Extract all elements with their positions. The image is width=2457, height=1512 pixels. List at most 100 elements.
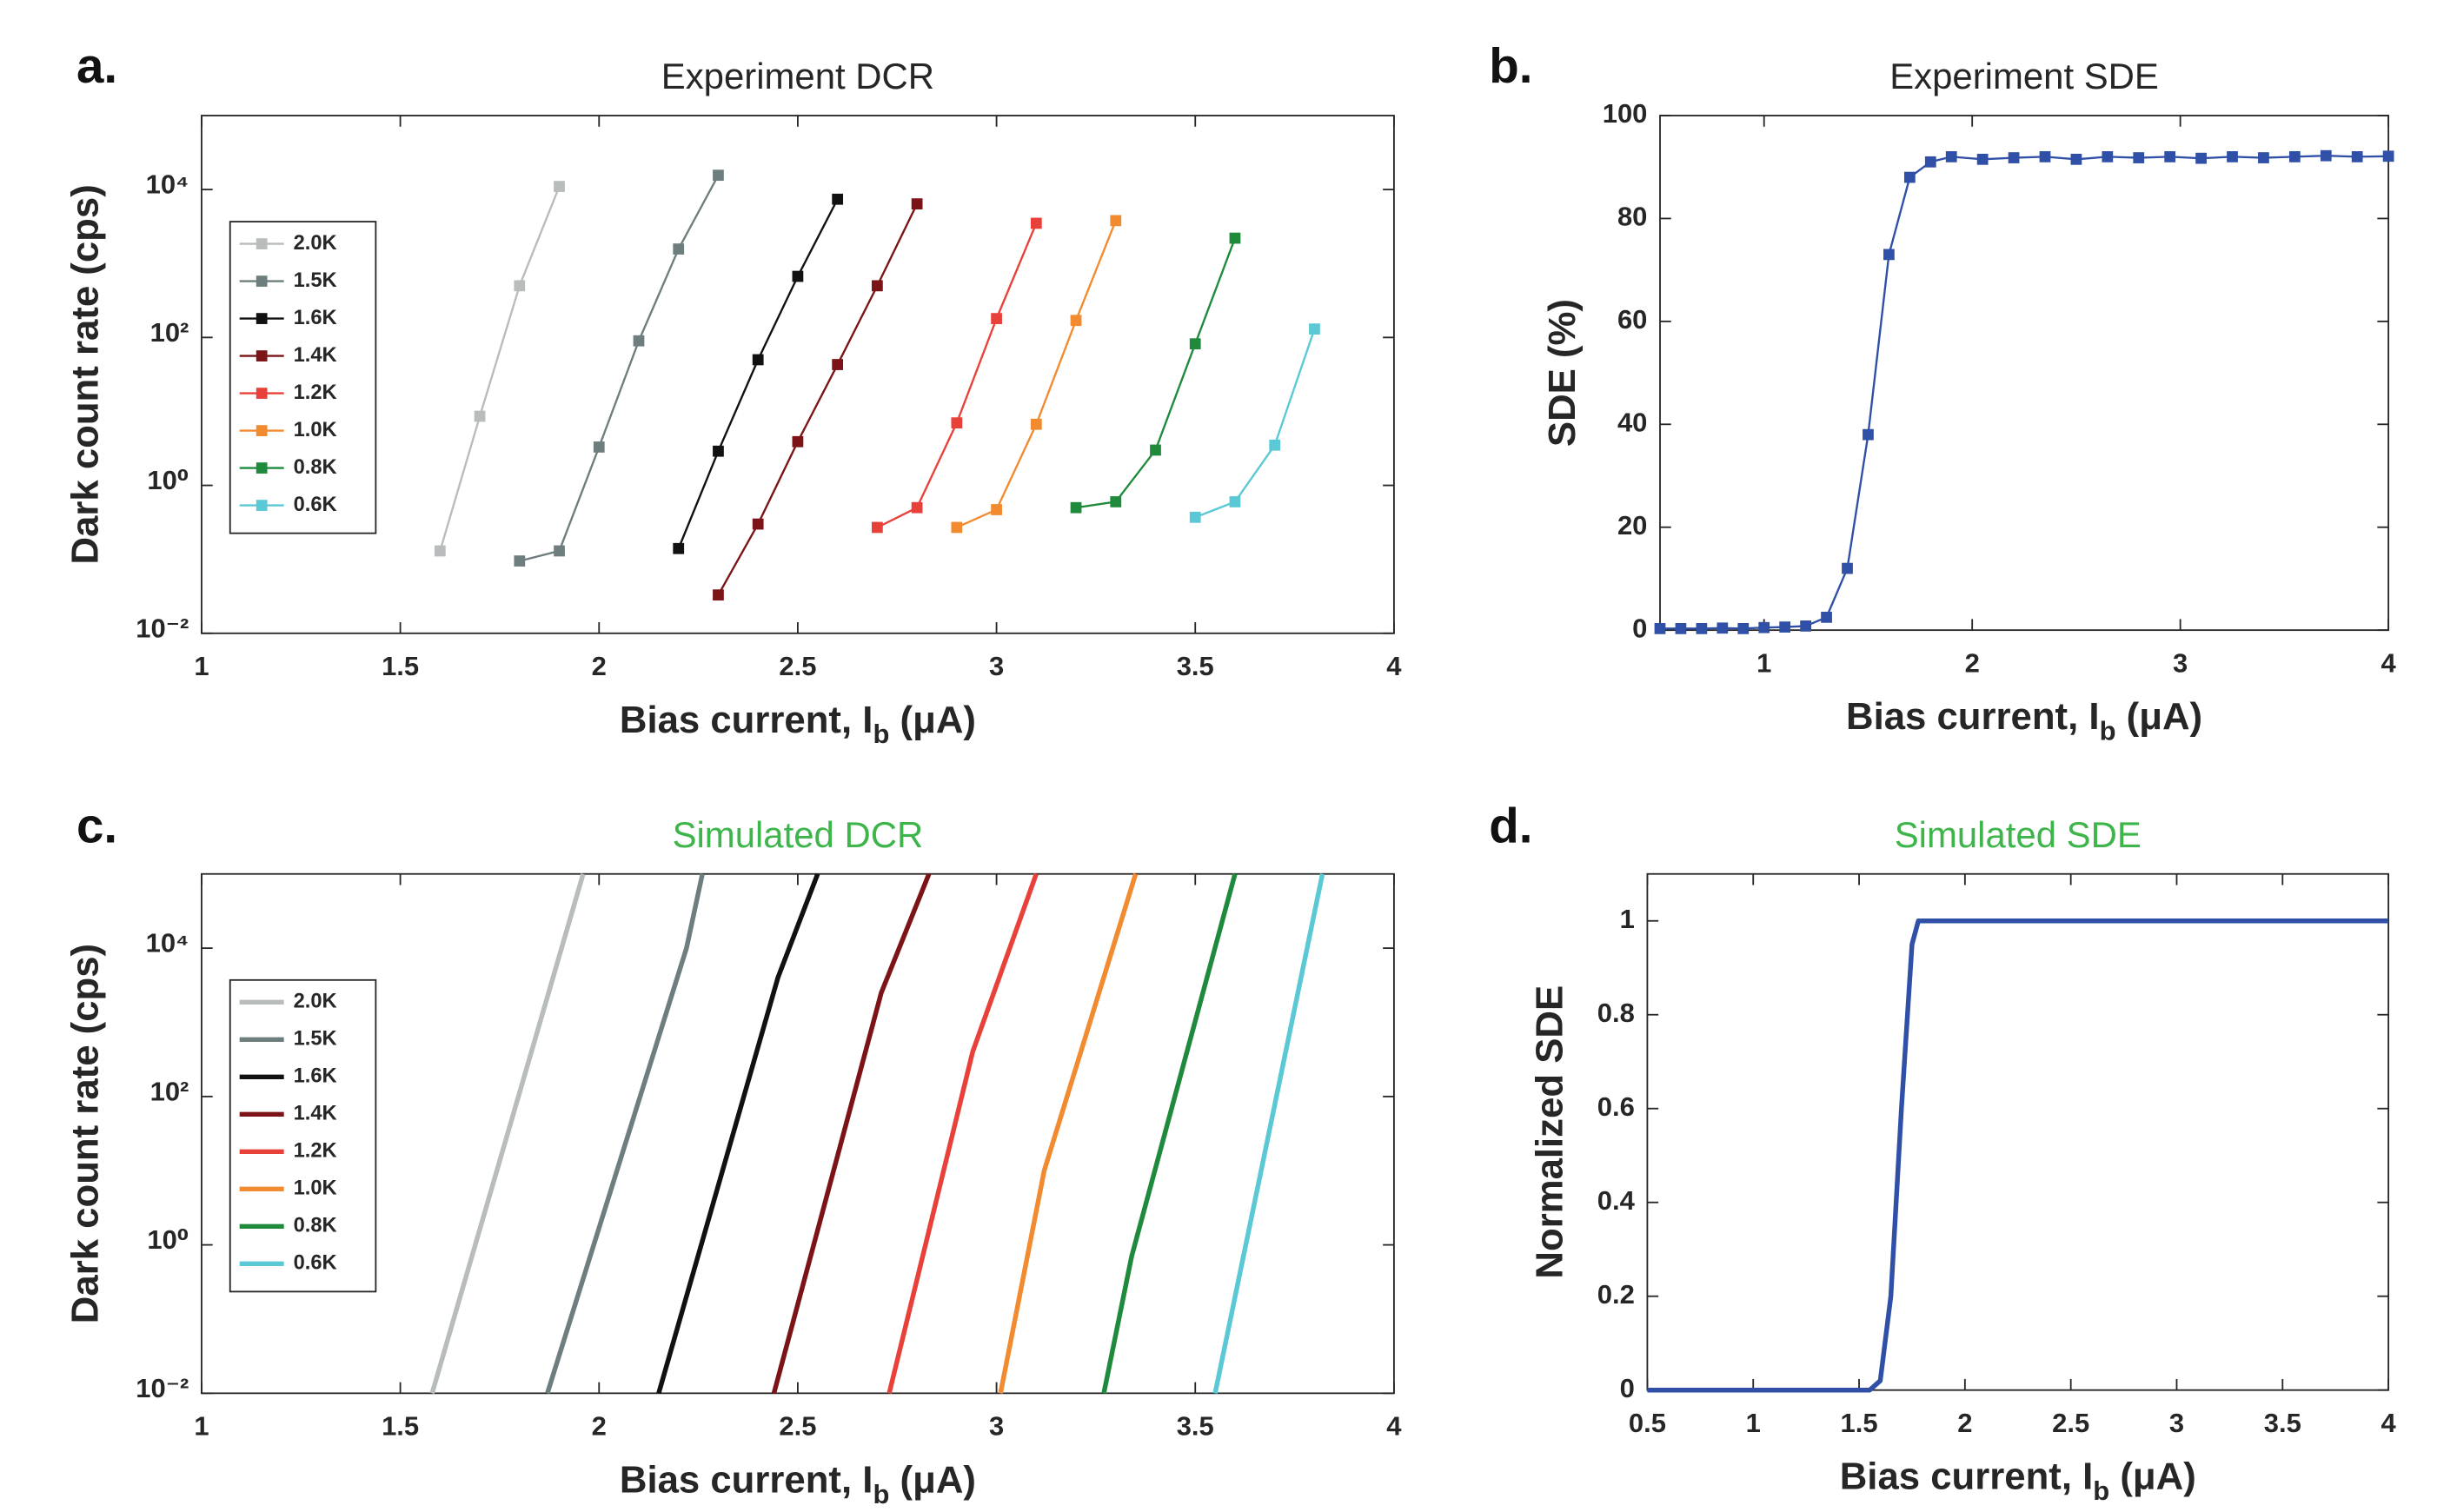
- data-point: [2382, 150, 2394, 162]
- x-tick-label: 2.5: [779, 1411, 816, 1442]
- x-tick-label: 4: [2381, 647, 2396, 678]
- data-point: [514, 555, 526, 567]
- x-axis-label: Bias current, Ib (μA): [1840, 1455, 2196, 1506]
- data-point: [991, 313, 1002, 324]
- plot-frame: [1659, 115, 2390, 632]
- series-line: [998, 872, 1139, 1394]
- y-tick-label: 0: [1620, 1373, 1635, 1403]
- data-point: [1654, 622, 1666, 634]
- y-tick-label: 0.2: [1597, 1279, 1635, 1310]
- legend-label: 1.0K: [294, 419, 337, 441]
- plot-frame: [201, 115, 1395, 634]
- y-tick-label: 10⁻²: [136, 613, 189, 643]
- x-tick-label: 4: [2381, 1408, 2396, 1438]
- legend-label: 1.0K: [294, 1177, 337, 1200]
- x-tick-label: 4: [1386, 1411, 1402, 1442]
- data-point: [792, 435, 804, 448]
- series-line: [439, 186, 561, 552]
- y-tick-label: 40: [1617, 407, 1647, 437]
- x-axis-label: Bias current, Ib (μA): [620, 1458, 976, 1509]
- data-point: [2008, 152, 2020, 163]
- data-point: [1883, 249, 1895, 261]
- data-point: [1110, 215, 1122, 227]
- series-line: [429, 872, 586, 1395]
- legend-label: 0.6K: [294, 494, 337, 516]
- legend-marker: [256, 275, 268, 287]
- x-tick-label: 1.5: [382, 1411, 419, 1442]
- data-point: [2164, 151, 2176, 162]
- x-tick-label: 2: [1957, 1408, 1972, 1438]
- panel-label: b.: [1489, 38, 1532, 93]
- x-axis-label-sub: b: [873, 1479, 889, 1509]
- data-point: [2227, 151, 2238, 162]
- data-point: [1821, 611, 1832, 623]
- data-point: [713, 589, 724, 601]
- data-point: [593, 441, 605, 453]
- series-line: [656, 872, 820, 1395]
- legend-box: [229, 978, 377, 1293]
- data-point: [2039, 151, 2051, 162]
- legend-marker: [256, 462, 268, 474]
- y-axis-label: Dark count rate (cps): [63, 944, 106, 1323]
- legend-label: 2.0K: [294, 232, 337, 255]
- data-point: [633, 335, 645, 347]
- data-point: [951, 521, 963, 534]
- data-point: [713, 169, 724, 182]
- data-point: [2320, 149, 2332, 162]
- y-tick-label: 10²: [150, 317, 189, 348]
- data-point: [2102, 151, 2114, 162]
- data-point: [514, 280, 526, 292]
- legend-label: 2.0K: [294, 991, 337, 1013]
- data-point: [1269, 439, 1281, 451]
- data-point: [911, 501, 923, 514]
- data-point: [2070, 153, 2082, 165]
- data-point: [554, 181, 565, 192]
- series-line: [771, 872, 932, 1395]
- plot-area: [1647, 873, 2389, 1390]
- y-axis-label: Dark count rate (cps): [63, 184, 106, 564]
- data-point: [1229, 496, 1241, 507]
- x-tick-label: 2: [1965, 647, 1980, 678]
- legend-label: 1.4K: [294, 1103, 337, 1125]
- y-tick-label: 10⁰: [147, 1224, 189, 1255]
- data-point: [1030, 418, 1042, 430]
- data-point: [1675, 622, 1687, 634]
- data-point: [2133, 152, 2145, 163]
- x-tick-label: 2: [592, 1411, 607, 1442]
- x-tick-label: 2.5: [2052, 1408, 2089, 1438]
- x-tick-label: 3.5: [2264, 1408, 2301, 1438]
- legend-label: 0.8K: [294, 456, 337, 479]
- series-line: [1101, 873, 1238, 1394]
- y-tick-label: 10⁰: [147, 465, 189, 495]
- y-axis-label: Normalized SDE: [1529, 985, 1571, 1279]
- x-axis-label-part: Bias current, I: [1840, 1455, 2094, 1497]
- x-axis-label-part: Bias current, I: [620, 1458, 873, 1501]
- plot-area: [201, 116, 1394, 633]
- data-point: [1737, 622, 1750, 634]
- y-tick-label: 10⁴: [146, 169, 189, 200]
- legend-label: 0.8K: [294, 1215, 337, 1237]
- x-axis-label-sub: b: [873, 719, 889, 749]
- data-point: [911, 198, 923, 209]
- series-line: [1194, 328, 1316, 519]
- x-axis-label-part: (μA): [2109, 1455, 2196, 1497]
- legend-label: 1.6K: [294, 307, 337, 329]
- plot-area: [1659, 116, 2389, 631]
- x-tick-label: 3: [989, 1411, 1004, 1442]
- data-point: [1758, 621, 1770, 633]
- x-axis-label-part: (μA): [889, 698, 976, 740]
- data-point: [1924, 156, 1936, 168]
- legend-marker: [256, 388, 268, 399]
- data-point: [991, 504, 1002, 515]
- series-line: [717, 203, 919, 596]
- data-point: [1150, 444, 1161, 456]
- y-tick-label: 20: [1617, 510, 1647, 540]
- chart-title: Experiment DCR: [661, 56, 934, 96]
- data-point: [554, 545, 565, 557]
- data-point: [2195, 152, 2207, 164]
- data-point: [1070, 501, 1082, 514]
- legend-marker: [256, 350, 268, 361]
- x-tick-label: 1: [1746, 1408, 1761, 1438]
- data-point: [673, 542, 685, 554]
